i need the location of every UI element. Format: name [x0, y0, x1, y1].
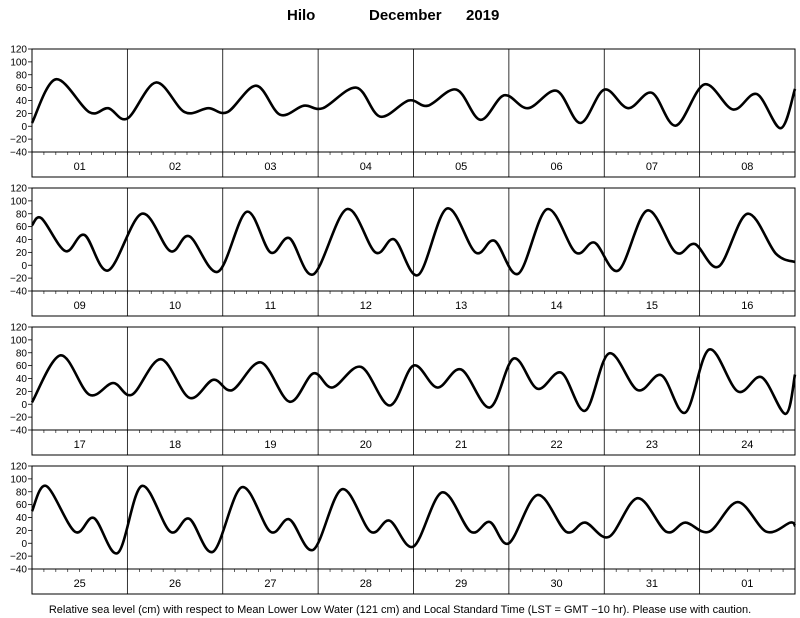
- day-label: 30: [550, 578, 562, 590]
- y-tick-label: 20: [16, 387, 28, 398]
- y-tick-label: 100: [10, 335, 27, 346]
- day-label: 22: [550, 439, 562, 451]
- y-tick-label: −40: [10, 565, 27, 576]
- y-tick-label: 60: [16, 222, 28, 233]
- day-label: 18: [169, 439, 181, 451]
- day-label: 31: [646, 578, 658, 590]
- y-tick-label: 100: [10, 57, 27, 68]
- y-tick-label: 60: [16, 500, 28, 511]
- day-label: 26: [169, 578, 181, 590]
- y-tick-label: 80: [16, 487, 28, 498]
- day-label: 25: [74, 578, 86, 590]
- y-tick-label: 100: [10, 196, 27, 207]
- y-tick-label: −40: [10, 287, 27, 298]
- y-tick-label: 0: [21, 261, 27, 272]
- y-tick-label: 40: [16, 235, 28, 246]
- day-label: 02: [169, 161, 181, 173]
- title-year: 2019: [466, 7, 499, 24]
- y-tick-label: 40: [16, 96, 28, 107]
- day-label: 11: [265, 300, 276, 312]
- y-tick-label: 120: [10, 184, 27, 195]
- y-tick-label: 120: [10, 462, 27, 473]
- y-tick-label: 120: [10, 45, 27, 56]
- day-label: 06: [550, 161, 562, 173]
- day-label: 14: [550, 300, 562, 312]
- day-label: 05: [455, 161, 467, 173]
- day-label: 20: [360, 439, 372, 451]
- day-label: 01: [741, 578, 753, 590]
- day-label: 04: [360, 161, 372, 173]
- day-label: 23: [646, 439, 658, 451]
- day-label: 24: [741, 439, 753, 451]
- day-label: 19: [264, 439, 276, 451]
- y-tick-label: 0: [21, 539, 27, 550]
- y-tick-label: 0: [21, 400, 27, 411]
- day-label: 07: [646, 161, 658, 173]
- y-tick-label: 40: [16, 513, 28, 524]
- y-tick-label: −40: [10, 148, 27, 159]
- tide-series-line: [30, 207, 796, 277]
- y-tick-label: 40: [16, 374, 28, 385]
- day-label: 08: [741, 161, 753, 173]
- day-label: 13: [455, 300, 467, 312]
- tide-series-line: [30, 484, 797, 555]
- y-tick-label: 80: [16, 348, 28, 359]
- y-tick-label: 120: [10, 323, 27, 334]
- y-tick-label: −20: [10, 135, 27, 146]
- day-label: 01: [74, 161, 86, 173]
- day-label: 27: [264, 578, 276, 590]
- day-label: 29: [455, 578, 467, 590]
- y-tick-label: −20: [10, 274, 27, 285]
- y-tick-label: 20: [16, 248, 28, 259]
- tide-series-line: [30, 348, 797, 416]
- y-tick-label: 80: [16, 209, 28, 220]
- y-tick-label: 100: [10, 474, 27, 485]
- y-tick-label: 60: [16, 361, 28, 372]
- y-tick-label: −20: [10, 413, 27, 424]
- day-label: 03: [264, 161, 276, 173]
- day-label: 10: [169, 300, 181, 312]
- y-tick-label: 0: [21, 122, 27, 133]
- title-month: December: [369, 7, 442, 24]
- day-label: 16: [741, 300, 753, 312]
- day-label: 09: [74, 300, 86, 312]
- day-label: 28: [360, 578, 372, 590]
- tide-series-line: [30, 78, 797, 130]
- y-tick-label: 20: [16, 109, 28, 120]
- title-station: Hilo: [287, 7, 315, 24]
- y-tick-label: 60: [16, 83, 28, 94]
- footer-note: Relative sea level (cm) with respect to …: [49, 604, 751, 616]
- y-tick-label: −40: [10, 426, 27, 437]
- day-label: 15: [646, 300, 658, 312]
- chart-title: Hilo December 2019: [287, 7, 499, 24]
- y-tick-label: −20: [10, 552, 27, 563]
- day-label: 21: [455, 439, 467, 451]
- day-label: 17: [74, 439, 86, 451]
- y-tick-label: 20: [16, 526, 28, 537]
- day-label: 12: [360, 300, 372, 312]
- y-tick-label: 80: [16, 70, 28, 81]
